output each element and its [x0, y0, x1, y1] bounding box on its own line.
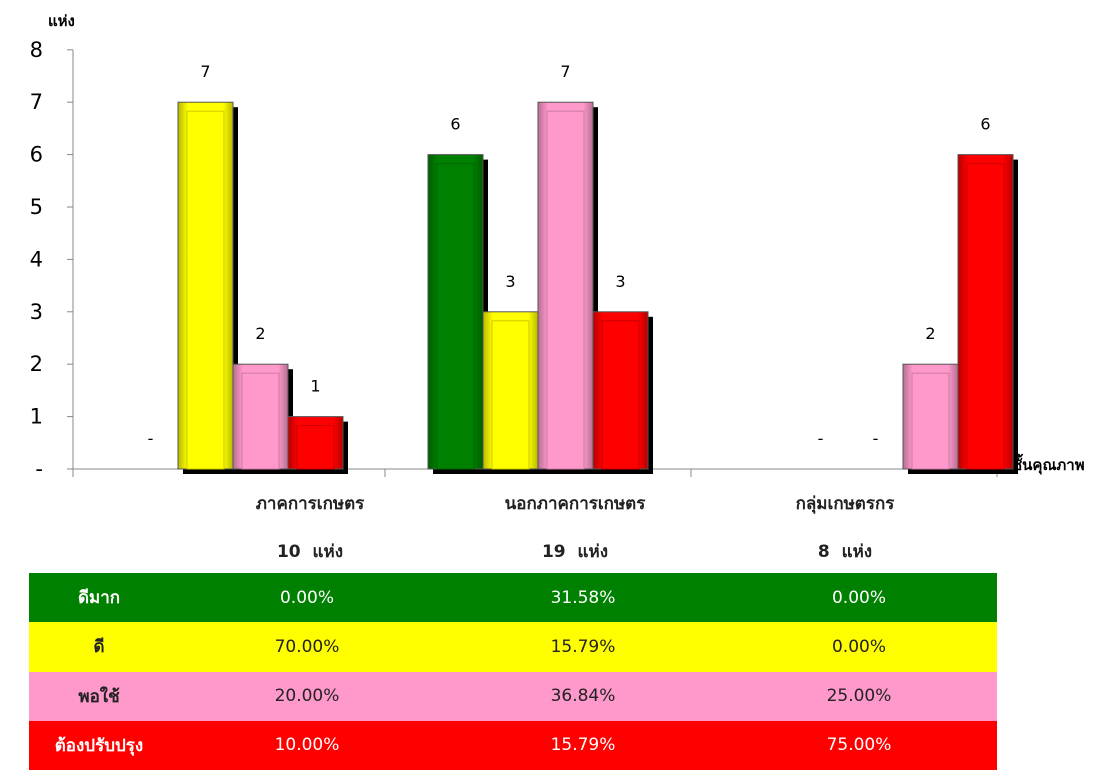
x-axis-title: ชั้นคุณภาพ: [1012, 453, 1085, 475]
data-label: 2: [925, 324, 935, 343]
table-cell: 10.00%: [169, 720, 445, 770]
bar-bevel: [546, 110, 585, 470]
table-row-label: ดี: [29, 622, 169, 672]
y-tick-label: 5: [30, 195, 43, 219]
data-label: 6: [980, 115, 990, 134]
table-cell: 31.58%: [445, 573, 721, 623]
bar: [592, 311, 649, 470]
y-tick-label: 1: [30, 405, 43, 429]
data-label-zero: -: [818, 429, 824, 448]
chart-bars: [177, 101, 1018, 474]
bar-bevel: [186, 110, 225, 470]
bar: [537, 101, 594, 470]
bar-chart: - 1 2 3 4 5 6 7 8 แห่งชั้นคุณภาพ - 7 2 1 6 3 7 3 - - 2 6: [30, 12, 1085, 481]
bar-bevel: [296, 425, 335, 470]
category-count-agriculture: 10 แห่ง: [276, 542, 344, 562]
bar-bevel: [601, 320, 640, 470]
bar-bevel: [911, 372, 950, 470]
table-row: ดีมาก 0.00% 31.58% 0.00%: [29, 573, 997, 623]
data-label: 3: [615, 272, 625, 291]
bar: [957, 154, 1014, 470]
percentage-table: ดีมาก 0.00% 31.58% 0.00% ดี 70.00% 15.79…: [29, 573, 997, 770]
y-tick-label: 7: [30, 90, 43, 114]
bar-bevel: [966, 163, 1005, 470]
bar: [177, 101, 234, 470]
bar: [287, 416, 344, 470]
bar-bevel: [491, 320, 530, 470]
table-row: ดี 70.00% 15.79% 0.00%: [29, 622, 997, 672]
table-cell: 70.00%: [169, 622, 445, 672]
chart-labels: - 7 2 1 6 3 7 3 - - 2 6: [148, 62, 991, 448]
table-cell: 75.00%: [721, 720, 997, 770]
table-row: พอใช้ 20.00% 36.84% 25.00%: [29, 671, 997, 721]
category-count-farmer-groups: 8 แห่ง: [817, 542, 873, 562]
y-axis-title: แห่ง: [48, 12, 75, 30]
category-label-agriculture: ภาคการเกษตร: [255, 494, 365, 514]
chart-axes: - 1 2 3 4 5 6 7 8 แห่งชั้นคุณภาพ: [30, 12, 1085, 481]
y-tick-label: 4: [30, 247, 43, 271]
table-row-label: พอใช้: [29, 671, 169, 721]
table-row: ต้องปรับปรุง 10.00% 15.79% 75.00%: [29, 720, 997, 770]
bar: [902, 363, 959, 470]
table-cell: 15.79%: [445, 622, 721, 672]
data-label: 7: [200, 62, 210, 81]
table-cell: 15.79%: [445, 720, 721, 770]
table-cell: 20.00%: [169, 671, 445, 721]
y-tick-label: 3: [30, 300, 43, 324]
table-cell: 36.84%: [445, 671, 721, 721]
category-label-non-agriculture: นอกภาคการเกษตร: [504, 494, 646, 514]
table-cell: 25.00%: [721, 671, 997, 721]
bar-bevel: [241, 372, 280, 470]
y-tick-label: -: [35, 457, 43, 481]
bar: [482, 311, 539, 470]
data-label-zero: -: [873, 429, 879, 448]
table-cell: 0.00%: [721, 622, 997, 672]
table-cell: 0.00%: [169, 573, 445, 623]
y-tick-label: 8: [30, 38, 43, 62]
data-label: 7: [560, 62, 570, 81]
category-label-farmer-groups: กลุ่มเกษตรกร: [795, 494, 895, 514]
bar-bevel: [436, 163, 475, 470]
data-label: 3: [505, 272, 515, 291]
category-count-non-agriculture: 19 แห่ง: [541, 542, 609, 562]
data-label-zero: -: [148, 429, 154, 448]
y-tick-label: 6: [30, 143, 43, 167]
bar: [232, 363, 289, 470]
table-row-label: ต้องปรับปรุง: [29, 720, 169, 770]
table-row-label: ดีมาก: [29, 573, 169, 623]
bar: [427, 154, 484, 470]
data-label: 1: [310, 377, 320, 396]
table-cell: 0.00%: [721, 573, 997, 623]
data-label: 6: [450, 115, 460, 134]
data-label: 2: [255, 324, 265, 343]
y-tick-label: 2: [30, 352, 43, 376]
